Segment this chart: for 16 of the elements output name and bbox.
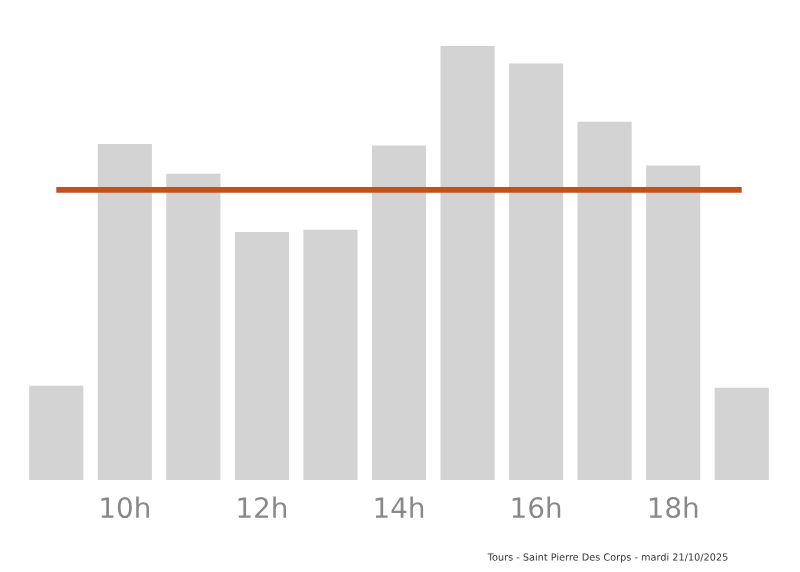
bar — [440, 45, 495, 480]
bar — [303, 229, 358, 480]
bar — [714, 387, 769, 480]
x-tick-label: 14h — [375, 496, 424, 518]
x-tick-label: 12h — [238, 496, 287, 518]
bar — [371, 145, 427, 480]
bar — [166, 173, 221, 480]
bar — [577, 121, 632, 480]
bar — [97, 143, 152, 480]
x-tick-label: 18h — [649, 496, 698, 519]
bar — [646, 165, 701, 480]
bar — [234, 232, 289, 480]
bar — [29, 385, 84, 480]
x-tick-label: 16h — [512, 496, 561, 519]
x-tick-label: 10h — [101, 496, 149, 519]
bar — [509, 63, 564, 480]
